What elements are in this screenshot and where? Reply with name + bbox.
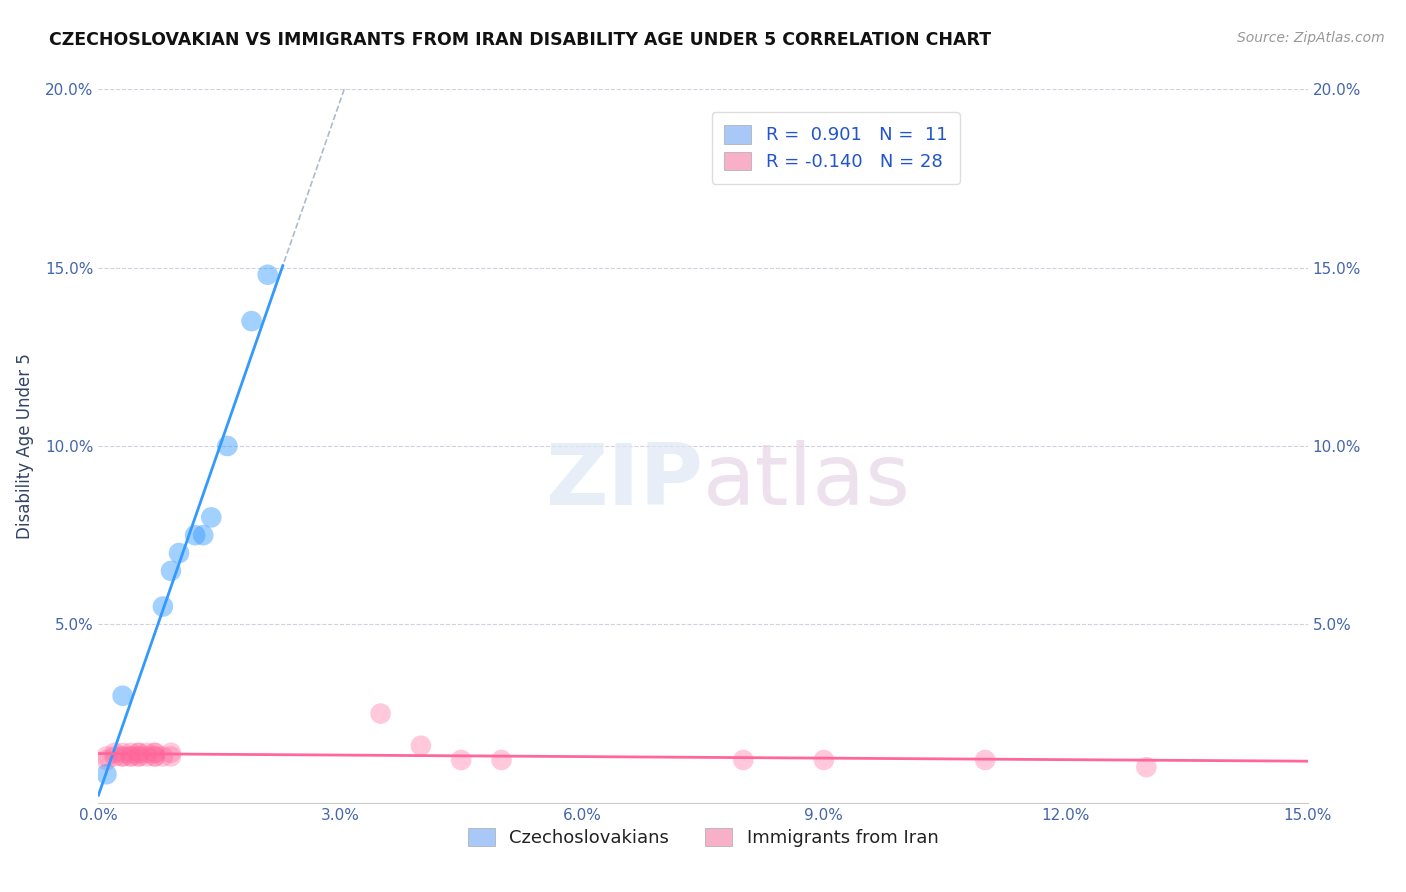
Point [103,749,125,764]
Point [733,753,755,767]
Point [143,749,166,764]
Point [96,753,118,767]
Point [96,767,118,781]
Point [152,599,174,614]
Text: CZECHOSLOVAKIAN VS IMMIGRANTS FROM IRAN DISABILITY AGE UNDER 5 CORRELATION CHART: CZECHOSLOVAKIAN VS IMMIGRANTS FROM IRAN … [49,31,991,49]
Point [128,746,150,760]
Point [111,749,134,764]
Point [111,749,134,764]
Point [135,746,157,760]
Point [120,749,142,764]
Point [128,746,150,760]
Point [491,753,513,767]
Point [135,749,157,764]
Point [240,314,263,328]
Point [167,546,190,560]
Point [184,528,207,542]
Text: ZIP: ZIP [546,440,703,524]
Point [111,689,134,703]
Point [128,749,150,764]
Point [370,706,392,721]
Point [152,749,174,764]
Point [1135,760,1157,774]
Point [256,268,278,282]
Point [143,749,166,764]
Point [143,746,166,760]
Point [120,746,142,760]
Y-axis label: Disability Age Under 5: Disability Age Under 5 [15,353,34,539]
Point [200,510,222,524]
Point [103,746,125,760]
Point [160,564,183,578]
Point [217,439,239,453]
Point [160,749,183,764]
Point [450,753,472,767]
Point [974,753,997,767]
Text: atlas: atlas [703,440,911,524]
Point [120,749,142,764]
Legend: Czechoslovakians, Immigrants from Iran: Czechoslovakians, Immigrants from Iran [460,821,946,855]
Point [193,528,215,542]
Point [96,749,118,764]
Point [128,749,150,764]
Point [160,746,183,760]
Point [143,746,166,760]
Point [813,753,835,767]
Text: Source: ZipAtlas.com: Source: ZipAtlas.com [1237,31,1385,45]
Point [111,746,134,760]
Point [409,739,432,753]
